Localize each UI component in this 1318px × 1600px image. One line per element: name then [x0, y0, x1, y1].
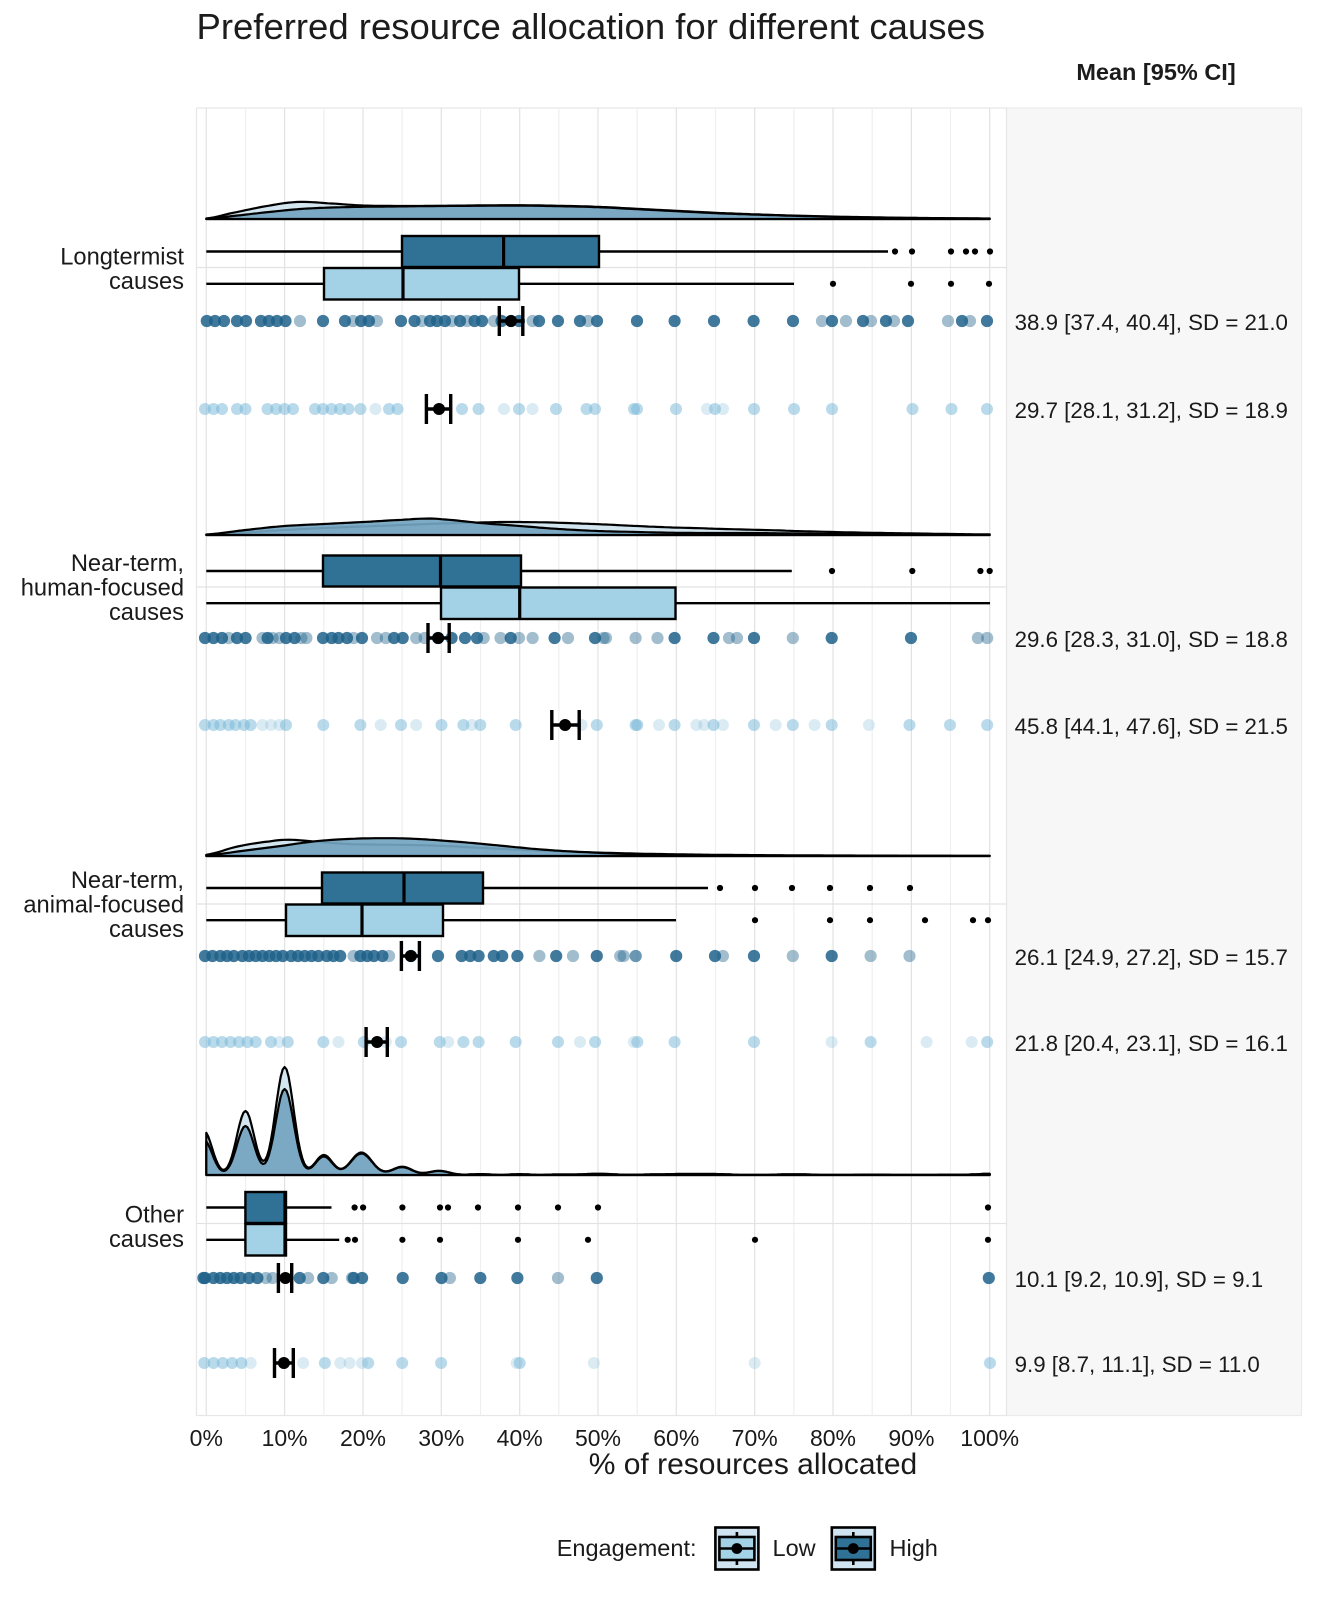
svg-text:causes: causes	[109, 917, 184, 943]
svg-text:causes: causes	[109, 600, 184, 626]
svg-text:causes: causes	[109, 269, 184, 295]
svg-text:Near-term,: Near-term,	[71, 551, 184, 577]
svg-text:30%: 30%	[418, 1425, 464, 1451]
svg-text:40%: 40%	[497, 1425, 543, 1451]
svg-text:70%: 70%	[732, 1425, 778, 1451]
svg-text:10.1 [9.2, 10.9], SD = 9.1: 10.1 [9.2, 10.9], SD = 9.1	[1015, 1267, 1264, 1292]
svg-text:45.8 [44.1, 47.6], SD = 21.5: 45.8 [44.1, 47.6], SD = 21.5	[1015, 714, 1288, 739]
svg-text:9.9 [8.7, 11.1], SD = 11.0: 9.9 [8.7, 11.1], SD = 11.0	[1015, 1352, 1260, 1377]
svg-text:29.7 [28.1, 31.2], SD = 18.9: 29.7 [28.1, 31.2], SD = 18.9	[1015, 398, 1288, 423]
svg-text:Near-term,: Near-term,	[71, 868, 184, 894]
svg-text:60%: 60%	[653, 1425, 699, 1451]
svg-text:100%: 100%	[960, 1425, 1019, 1451]
svg-text:29.6 [28.3, 31.0], SD = 18.8: 29.6 [28.3, 31.0], SD = 18.8	[1015, 627, 1288, 652]
svg-text:Mean [95% CI]: Mean [95% CI]	[1076, 59, 1235, 85]
svg-text:High: High	[890, 1535, 938, 1561]
svg-text:20%: 20%	[340, 1425, 386, 1451]
svg-text:Longtermist: Longtermist	[60, 245, 184, 271]
svg-text:% of resources allocated: % of resources allocated	[589, 1448, 918, 1481]
svg-text:90%: 90%	[888, 1425, 934, 1451]
svg-text:26.1 [24.9, 27.2], SD = 15.7: 26.1 [24.9, 27.2], SD = 15.7	[1015, 945, 1288, 970]
svg-text:38.9 [37.4, 40.4], SD = 21.0: 38.9 [37.4, 40.4], SD = 21.0	[1015, 310, 1288, 335]
svg-text:Preferred resource allocation: Preferred resource allocation for differ…	[197, 6, 986, 47]
svg-text:Engagement:: Engagement:	[557, 1535, 697, 1561]
svg-text:10%: 10%	[262, 1425, 308, 1451]
svg-text:21.8 [20.4, 23.1], SD = 16.1: 21.8 [20.4, 23.1], SD = 16.1	[1015, 1031, 1288, 1056]
svg-text:Low: Low	[773, 1535, 817, 1561]
svg-text:animal-focused: animal-focused	[23, 893, 184, 919]
svg-text:0%: 0%	[190, 1425, 223, 1451]
svg-text:causes: causes	[109, 1227, 184, 1253]
svg-text:Other: Other	[125, 1203, 184, 1229]
svg-text:50%: 50%	[575, 1425, 621, 1451]
svg-text:80%: 80%	[810, 1425, 856, 1451]
svg-text:human-focused: human-focused	[21, 576, 184, 602]
